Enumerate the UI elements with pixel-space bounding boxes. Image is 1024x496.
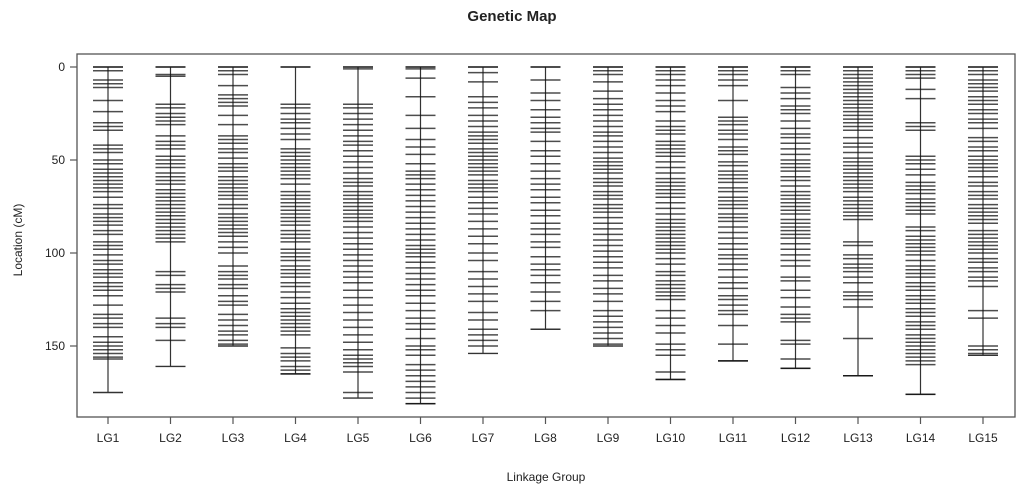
linkage-group-lg4 — [280, 66, 311, 375]
x-tick-label: LG10 — [656, 431, 686, 445]
x-tick-label: LG14 — [906, 431, 936, 445]
y-tick-label: 50 — [52, 153, 66, 167]
y-tick-label: 150 — [45, 339, 65, 353]
linkage-group-lg5 — [343, 66, 373, 399]
linkage-group-lg15 — [968, 66, 998, 356]
x-tick-label: LG4 — [284, 431, 307, 445]
linkage-group-lg8 — [530, 66, 561, 330]
x-tick-label: LG6 — [409, 431, 432, 445]
linkage-group-lg2 — [155, 66, 186, 368]
x-tick-label: LG9 — [597, 431, 620, 445]
linkage-group-lg10 — [655, 66, 686, 381]
y-tick-label: 100 — [45, 246, 65, 260]
x-tick-label: LG12 — [781, 431, 811, 445]
linkage-group-lg6 — [405, 66, 436, 405]
x-tick-label: LG5 — [347, 431, 370, 445]
linkage-group-lg9 — [593, 66, 623, 347]
y-tick-label: 0 — [58, 60, 65, 74]
linkage-group-lg3 — [218, 66, 248, 347]
linkage-group-lg1 — [93, 66, 123, 394]
x-tick-label: LG1 — [97, 431, 120, 445]
linkage-group-lg14 — [905, 66, 936, 396]
x-tick-label: LG7 — [472, 431, 495, 445]
linkage-group-lg12 — [780, 66, 811, 370]
chart-title: Genetic Map — [467, 8, 557, 25]
x-tick-label: LG3 — [222, 431, 245, 445]
linkage-group-lg13 — [843, 66, 873, 377]
x-axis-label: Linkage Group — [506, 470, 586, 484]
linkage-group-lg11 — [718, 66, 748, 362]
linkage-group-lg7 — [468, 66, 498, 355]
x-tick-label: LG15 — [968, 431, 998, 445]
x-tick-label: LG11 — [719, 431, 748, 445]
x-tick-label: LG8 — [534, 431, 557, 445]
x-tick-label: LG13 — [843, 431, 873, 445]
x-tick-label: LG2 — [159, 431, 182, 445]
